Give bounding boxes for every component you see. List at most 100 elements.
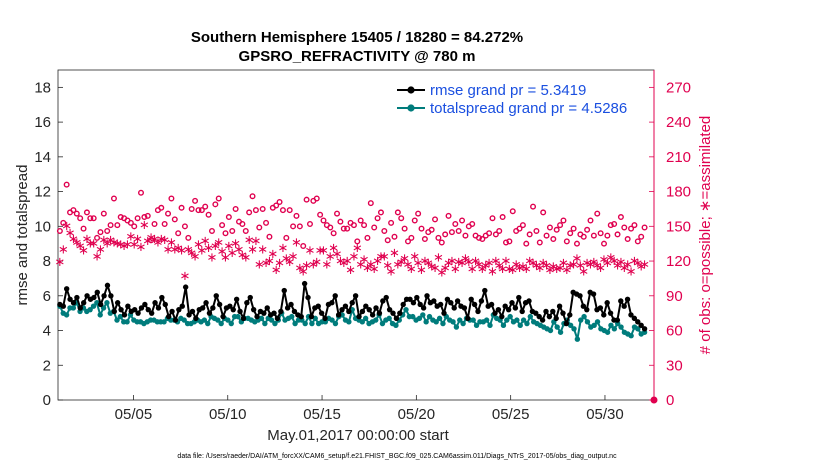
y-right-tick-label: 60	[666, 323, 683, 340]
rmse-point	[584, 306, 590, 313]
assimilated-point: ∗	[582, 256, 593, 271]
possible-point	[300, 242, 307, 249]
assimilated-point: ∗	[213, 235, 224, 250]
rmse-point	[441, 310, 447, 316]
rmse-point	[546, 313, 553, 320]
rmse-point	[288, 301, 294, 308]
possible-point	[90, 215, 97, 222]
assimilated-point: ∗	[392, 257, 403, 272]
possible-point	[557, 222, 564, 229]
rmse-point	[390, 310, 396, 316]
possible-point	[411, 217, 418, 224]
possible-point	[371, 224, 378, 231]
totalspread-point	[225, 317, 231, 323]
totalspread-series	[57, 300, 648, 342]
possible-point	[607, 222, 614, 229]
x-tick-label: 05/05	[115, 406, 153, 423]
assimilated-point: ∗	[446, 254, 457, 269]
totalspread-point	[215, 317, 221, 323]
rmse-point	[230, 306, 236, 313]
possible-point	[290, 223, 297, 230]
assimilated-point: ∗	[632, 256, 643, 271]
assimilated-point: ∗	[325, 249, 336, 264]
assimilated-point: ∗	[487, 264, 498, 279]
assimilated-point: ∗	[612, 259, 623, 274]
assimilated-point: ∗	[166, 235, 177, 250]
assimilated-point: ∗	[288, 249, 299, 264]
rmse-point	[431, 298, 437, 304]
rmse-point	[318, 310, 325, 316]
totalspread-point	[289, 313, 295, 320]
totalspread-point	[453, 324, 460, 330]
assimilated-point: ∗	[521, 262, 532, 277]
rmse-point	[376, 310, 383, 316]
rmse-point	[410, 300, 417, 306]
assimilated-point: ∗	[105, 233, 116, 248]
possible-point	[94, 234, 101, 241]
assimilated-point: ∗	[609, 254, 620, 269]
rmse-point	[159, 294, 165, 301]
rmse-point	[142, 301, 148, 308]
possible-point	[428, 226, 435, 233]
possible-point	[337, 218, 344, 225]
assimilated-point: ∗	[305, 243, 316, 258]
data-file-footnote: data file: /Users/raeder/DAI/ATM_forcXX/…	[177, 453, 617, 460]
assimilated-point: ∗	[561, 263, 572, 278]
totalspread-point	[70, 305, 77, 311]
assimilated-point: ∗	[440, 261, 451, 276]
y-left-tick-label: 2	[43, 357, 51, 374]
possible-point	[489, 215, 496, 222]
possible-point	[70, 207, 77, 214]
rmse-point	[628, 312, 634, 318]
rmse-point	[366, 306, 372, 313]
assimilated-point: ∗	[274, 256, 285, 271]
assimilated-point: ∗	[524, 254, 535, 269]
assimilated-point: ∗	[430, 261, 441, 276]
rmse-point	[77, 305, 83, 311]
possible-point	[171, 216, 178, 223]
possible-point	[391, 233, 398, 240]
assimilated-point: ∗	[152, 235, 163, 250]
assimilated-point: ∗	[315, 243, 326, 258]
rmse-point	[244, 300, 250, 306]
assimilated-point: ∗	[541, 259, 552, 274]
assimilated-point: ∗	[142, 234, 153, 249]
assimilated-point: ∗	[501, 254, 512, 269]
totalspread-point	[571, 326, 577, 332]
rmse-point	[621, 303, 627, 309]
possible-point	[104, 227, 111, 234]
rmse-point	[176, 306, 182, 313]
possible-point	[448, 229, 455, 236]
rmse-point	[526, 298, 532, 304]
assimilated-point: ∗	[497, 262, 508, 277]
totalspread-point	[581, 313, 587, 320]
possible-point	[252, 207, 259, 214]
possible-point	[594, 210, 601, 217]
assimilated-point: ∗	[372, 254, 383, 269]
possible-point	[357, 217, 364, 224]
assimilated-point: ∗	[480, 259, 491, 274]
x-tick-label: 05/25	[492, 406, 530, 423]
possible-point	[506, 238, 513, 245]
possible-point	[364, 234, 371, 241]
y-left-tick-label: 6	[43, 288, 51, 305]
rmse-point	[261, 310, 267, 316]
rmse-point	[359, 308, 366, 315]
rmse-point	[556, 303, 563, 309]
assimilated-point: ∗	[54, 255, 65, 270]
possible-point	[283, 234, 290, 241]
possible-point	[438, 239, 445, 246]
totalspread-point	[403, 306, 409, 313]
assimilated-point: ∗	[308, 257, 319, 272]
assimilated-point: ∗	[588, 255, 599, 270]
possible-point	[293, 212, 300, 219]
assimilated-point: ∗	[227, 246, 238, 261]
assimilated-point: ∗	[531, 259, 542, 274]
possible-point	[361, 222, 368, 229]
possible-point	[344, 225, 351, 232]
possible-point	[100, 210, 107, 217]
rmse-point	[356, 313, 362, 320]
totalspread-point	[362, 315, 369, 322]
rmse-point	[482, 287, 488, 294]
rmse-point	[189, 308, 196, 315]
